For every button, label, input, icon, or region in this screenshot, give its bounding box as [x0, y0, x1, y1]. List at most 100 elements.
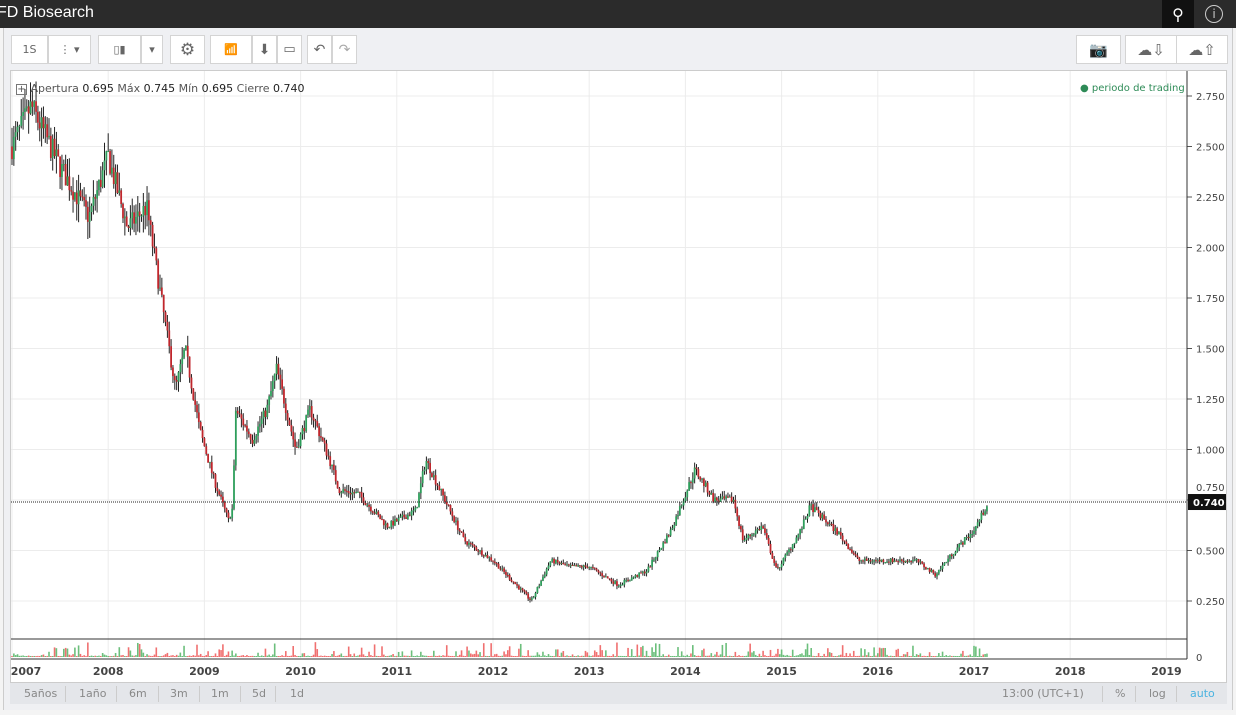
- candle-body: [895, 560, 898, 562]
- candle-body: [780, 563, 783, 568]
- range-1y[interactable]: 1año: [79, 687, 107, 700]
- save-icon[interactable]: ▭: [277, 35, 302, 64]
- volume-bar: [810, 648, 812, 657]
- candle-body: [821, 514, 824, 519]
- chart-type-dropdown[interactable]: ▾: [141, 35, 163, 64]
- candle-body: [893, 560, 896, 563]
- volume-bar: [161, 655, 163, 657]
- cloud-upload-icon[interactable]: ☁⇧: [1176, 35, 1228, 64]
- volume-bar: [355, 655, 357, 657]
- timezone-label[interactable]: 13:00 (UTC+1): [1002, 687, 1084, 700]
- candle-body: [277, 363, 280, 375]
- candle-body: [604, 576, 607, 578]
- search-icon[interactable]: ⚲: [1162, 0, 1194, 28]
- volume-bar: [527, 650, 529, 657]
- volume-bar: [684, 655, 687, 657]
- volume-bar: [87, 642, 89, 657]
- volume-bar: [57, 655, 60, 657]
- volume-bar: [908, 655, 911, 657]
- volume-bar: [307, 655, 309, 657]
- volume-bar: [438, 655, 441, 657]
- expand-icon[interactable]: +: [16, 84, 27, 95]
- volume-bar: [238, 655, 241, 657]
- candle-body: [334, 470, 337, 482]
- candle-body: [353, 492, 356, 494]
- candle-body: [16, 126, 19, 133]
- candle-body: [817, 509, 820, 513]
- volume-bar: [714, 654, 716, 657]
- y-tick-label: 1.250: [1196, 395, 1225, 406]
- settings-gear-icon[interactable]: ⚙: [170, 35, 205, 64]
- volume-bar: [351, 655, 354, 657]
- candlestick-type-icon[interactable]: ▯▮: [98, 35, 141, 64]
- volume-bar: [235, 653, 237, 657]
- candle-body: [18, 125, 21, 127]
- volume-bar: [930, 656, 933, 657]
- volume-bar: [81, 655, 84, 657]
- candle-body: [619, 584, 622, 586]
- y-tick-label: 1.750: [1196, 294, 1225, 305]
- candle-body: [98, 179, 100, 191]
- chart-area[interactable]: [10, 70, 1227, 683]
- candle-body: [673, 524, 676, 529]
- volume-bar: [434, 655, 437, 657]
- range-5y[interactable]: 5años: [24, 687, 58, 700]
- candle-body: [403, 514, 406, 518]
- volume-bar: [114, 652, 117, 657]
- indicators-icon[interactable]: 📶: [210, 35, 252, 64]
- candle-body: [871, 561, 874, 563]
- volume-bar: [297, 655, 300, 657]
- range-1m[interactable]: 1m: [211, 687, 229, 700]
- candle-body: [316, 421, 319, 427]
- range-5d[interactable]: 5d: [252, 687, 266, 700]
- log-scale-button[interactable]: log: [1149, 687, 1166, 700]
- candle-body: [390, 520, 393, 527]
- candle-body: [751, 534, 753, 536]
- candle-body: [155, 248, 158, 261]
- volume-bar: [127, 647, 130, 657]
- volume-bar: [581, 655, 583, 657]
- volume-bar: [353, 653, 356, 657]
- candle-body: [913, 559, 916, 561]
- candle-body: [151, 224, 154, 247]
- volume-bar: [453, 656, 455, 657]
- volume-bar: [693, 655, 696, 657]
- volume-bar: [318, 655, 320, 657]
- range-3m[interactable]: 3m: [170, 687, 188, 700]
- info-icon[interactable]: i: [1198, 0, 1230, 28]
- volume-bar: [109, 656, 111, 657]
- candle-body: [730, 496, 733, 502]
- volume-bar: [891, 655, 894, 657]
- range-1d[interactable]: 1d: [290, 687, 304, 700]
- volume-bar: [680, 651, 683, 657]
- volume-bar: [444, 655, 446, 657]
- volume-bar: [749, 643, 751, 657]
- candle-body: [419, 483, 422, 494]
- redo-icon[interactable]: ↷: [332, 35, 357, 64]
- candle-body: [447, 504, 450, 506]
- interval-button[interactable]: 1S: [11, 35, 48, 64]
- candle-body: [421, 471, 424, 484]
- volume-bar: [519, 643, 522, 657]
- volume-bar: [35, 655, 37, 657]
- cloud-download-icon[interactable]: ☁⇩: [1125, 35, 1177, 64]
- candle-body: [244, 425, 246, 427]
- undo-icon[interactable]: ↶: [307, 35, 332, 64]
- interval-dropdown[interactable]: ⋮ ▾: [48, 35, 91, 64]
- candle-body: [590, 566, 592, 568]
- percent-scale-button[interactable]: %: [1115, 687, 1126, 700]
- volume-bar: [869, 656, 872, 657]
- volume-bar: [336, 655, 339, 657]
- candle-body: [88, 211, 91, 222]
- auto-scale-button[interactable]: auto: [1190, 687, 1215, 700]
- download-icon[interactable]: ⬇: [252, 35, 277, 64]
- candle-body: [899, 559, 901, 562]
- volume-bar: [817, 653, 820, 657]
- candle-body: [53, 138, 56, 157]
- range-6m[interactable]: 6m: [129, 687, 147, 700]
- volume-bar: [388, 655, 391, 657]
- volume-bar: [521, 655, 524, 657]
- volume-bar: [38, 655, 41, 657]
- camera-icon[interactable]: 📷: [1076, 35, 1121, 64]
